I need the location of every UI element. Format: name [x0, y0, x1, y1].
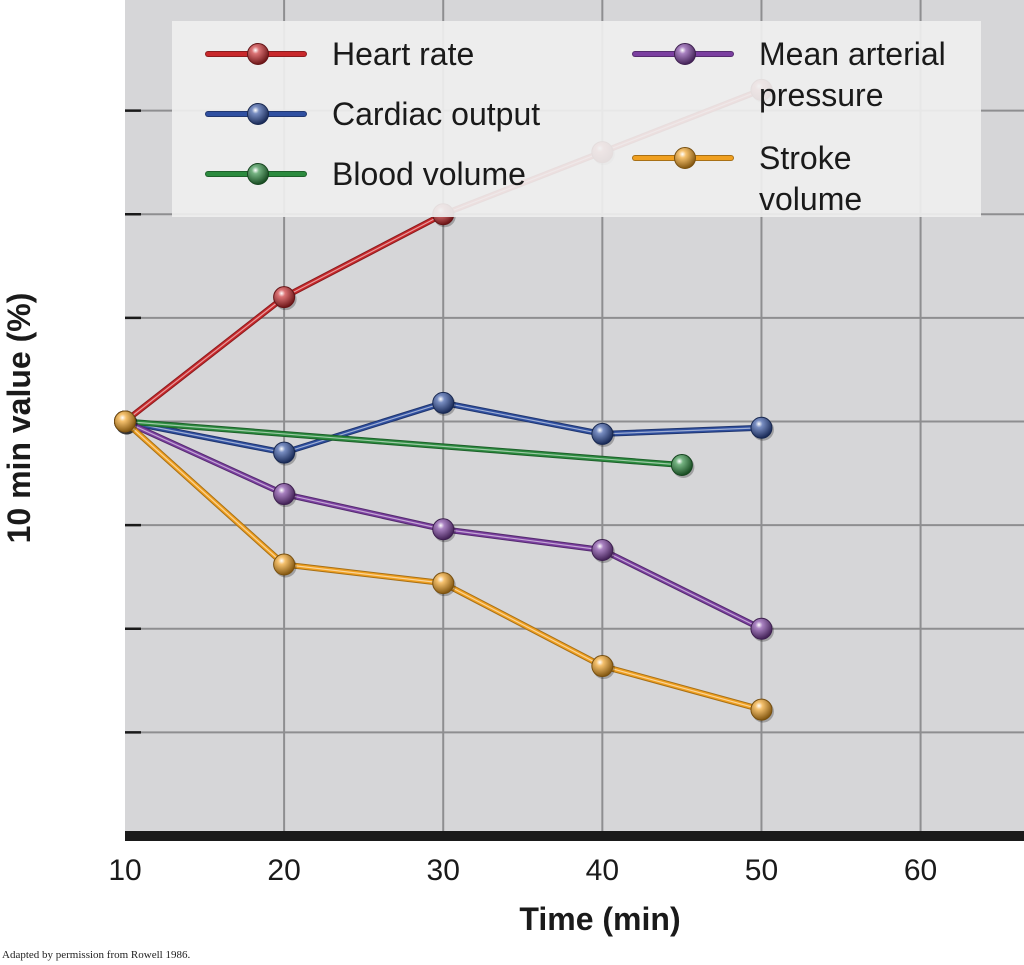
- x-axis-line: [125, 831, 1024, 841]
- legend-label: pressure: [759, 77, 884, 113]
- legend: Heart rate Cardiac output Blood volume Mean…: [205, 36, 946, 217]
- legend-item-heart-rate: Heart rate: [205, 36, 474, 72]
- data-point: [750, 617, 773, 640]
- legend-marker: [247, 103, 269, 125]
- x-tick-label: 20: [267, 854, 300, 887]
- data-point: [273, 286, 296, 309]
- x-axis-title: Time (min): [519, 901, 680, 937]
- data-point: [750, 416, 773, 439]
- legend-label: Stroke: [759, 140, 851, 176]
- data-point: [273, 441, 296, 464]
- legend-label: volume: [759, 181, 862, 217]
- legend-item-cardiac-output: Cardiac output: [205, 96, 540, 132]
- legend-marker: [674, 43, 696, 65]
- legend-marker: [247, 163, 269, 185]
- legend-marker: [674, 147, 696, 169]
- legend-label: Heart rate: [332, 36, 474, 72]
- data-point: [432, 572, 455, 595]
- x-tick-label: 60: [904, 854, 937, 887]
- legend-item-mean-arterial-pressure: Mean arterial pressure: [632, 36, 946, 113]
- data-point: [273, 483, 296, 506]
- legend-label: Mean arterial: [759, 36, 946, 72]
- series-blood-volume: [114, 410, 695, 479]
- x-tick-label: 50: [745, 854, 778, 887]
- legend-item-blood-volume: Blood volume: [205, 156, 526, 192]
- data-point: [591, 655, 614, 678]
- x-tick-label: 30: [427, 854, 460, 887]
- series-stroke-volume: [114, 410, 774, 723]
- data-point: [432, 391, 455, 414]
- series-cardiac-output: [114, 391, 774, 466]
- y-axis-title: 10 min value (%): [1, 293, 37, 544]
- legend-marker: [247, 43, 269, 65]
- data-point: [114, 410, 136, 433]
- data-point: [591, 538, 614, 561]
- data-point: [750, 698, 773, 721]
- data-point: [432, 518, 455, 541]
- legend-label: Blood volume: [332, 156, 526, 192]
- x-tick-label: 40: [586, 854, 619, 887]
- series-line-highlight: [124, 420, 683, 466]
- data-point: [670, 454, 693, 477]
- legend-item-stroke-volume: Stroke volume: [632, 140, 862, 217]
- legend-label: Cardiac output: [332, 96, 540, 132]
- credit-note: Adapted by permission from Rowell 1986.: [2, 949, 191, 961]
- x-tick-label: 10: [108, 854, 141, 887]
- x-tick-labels: 10 20 30 40 50 60: [108, 854, 937, 887]
- data-point: [273, 553, 296, 576]
- data-point: [591, 422, 614, 445]
